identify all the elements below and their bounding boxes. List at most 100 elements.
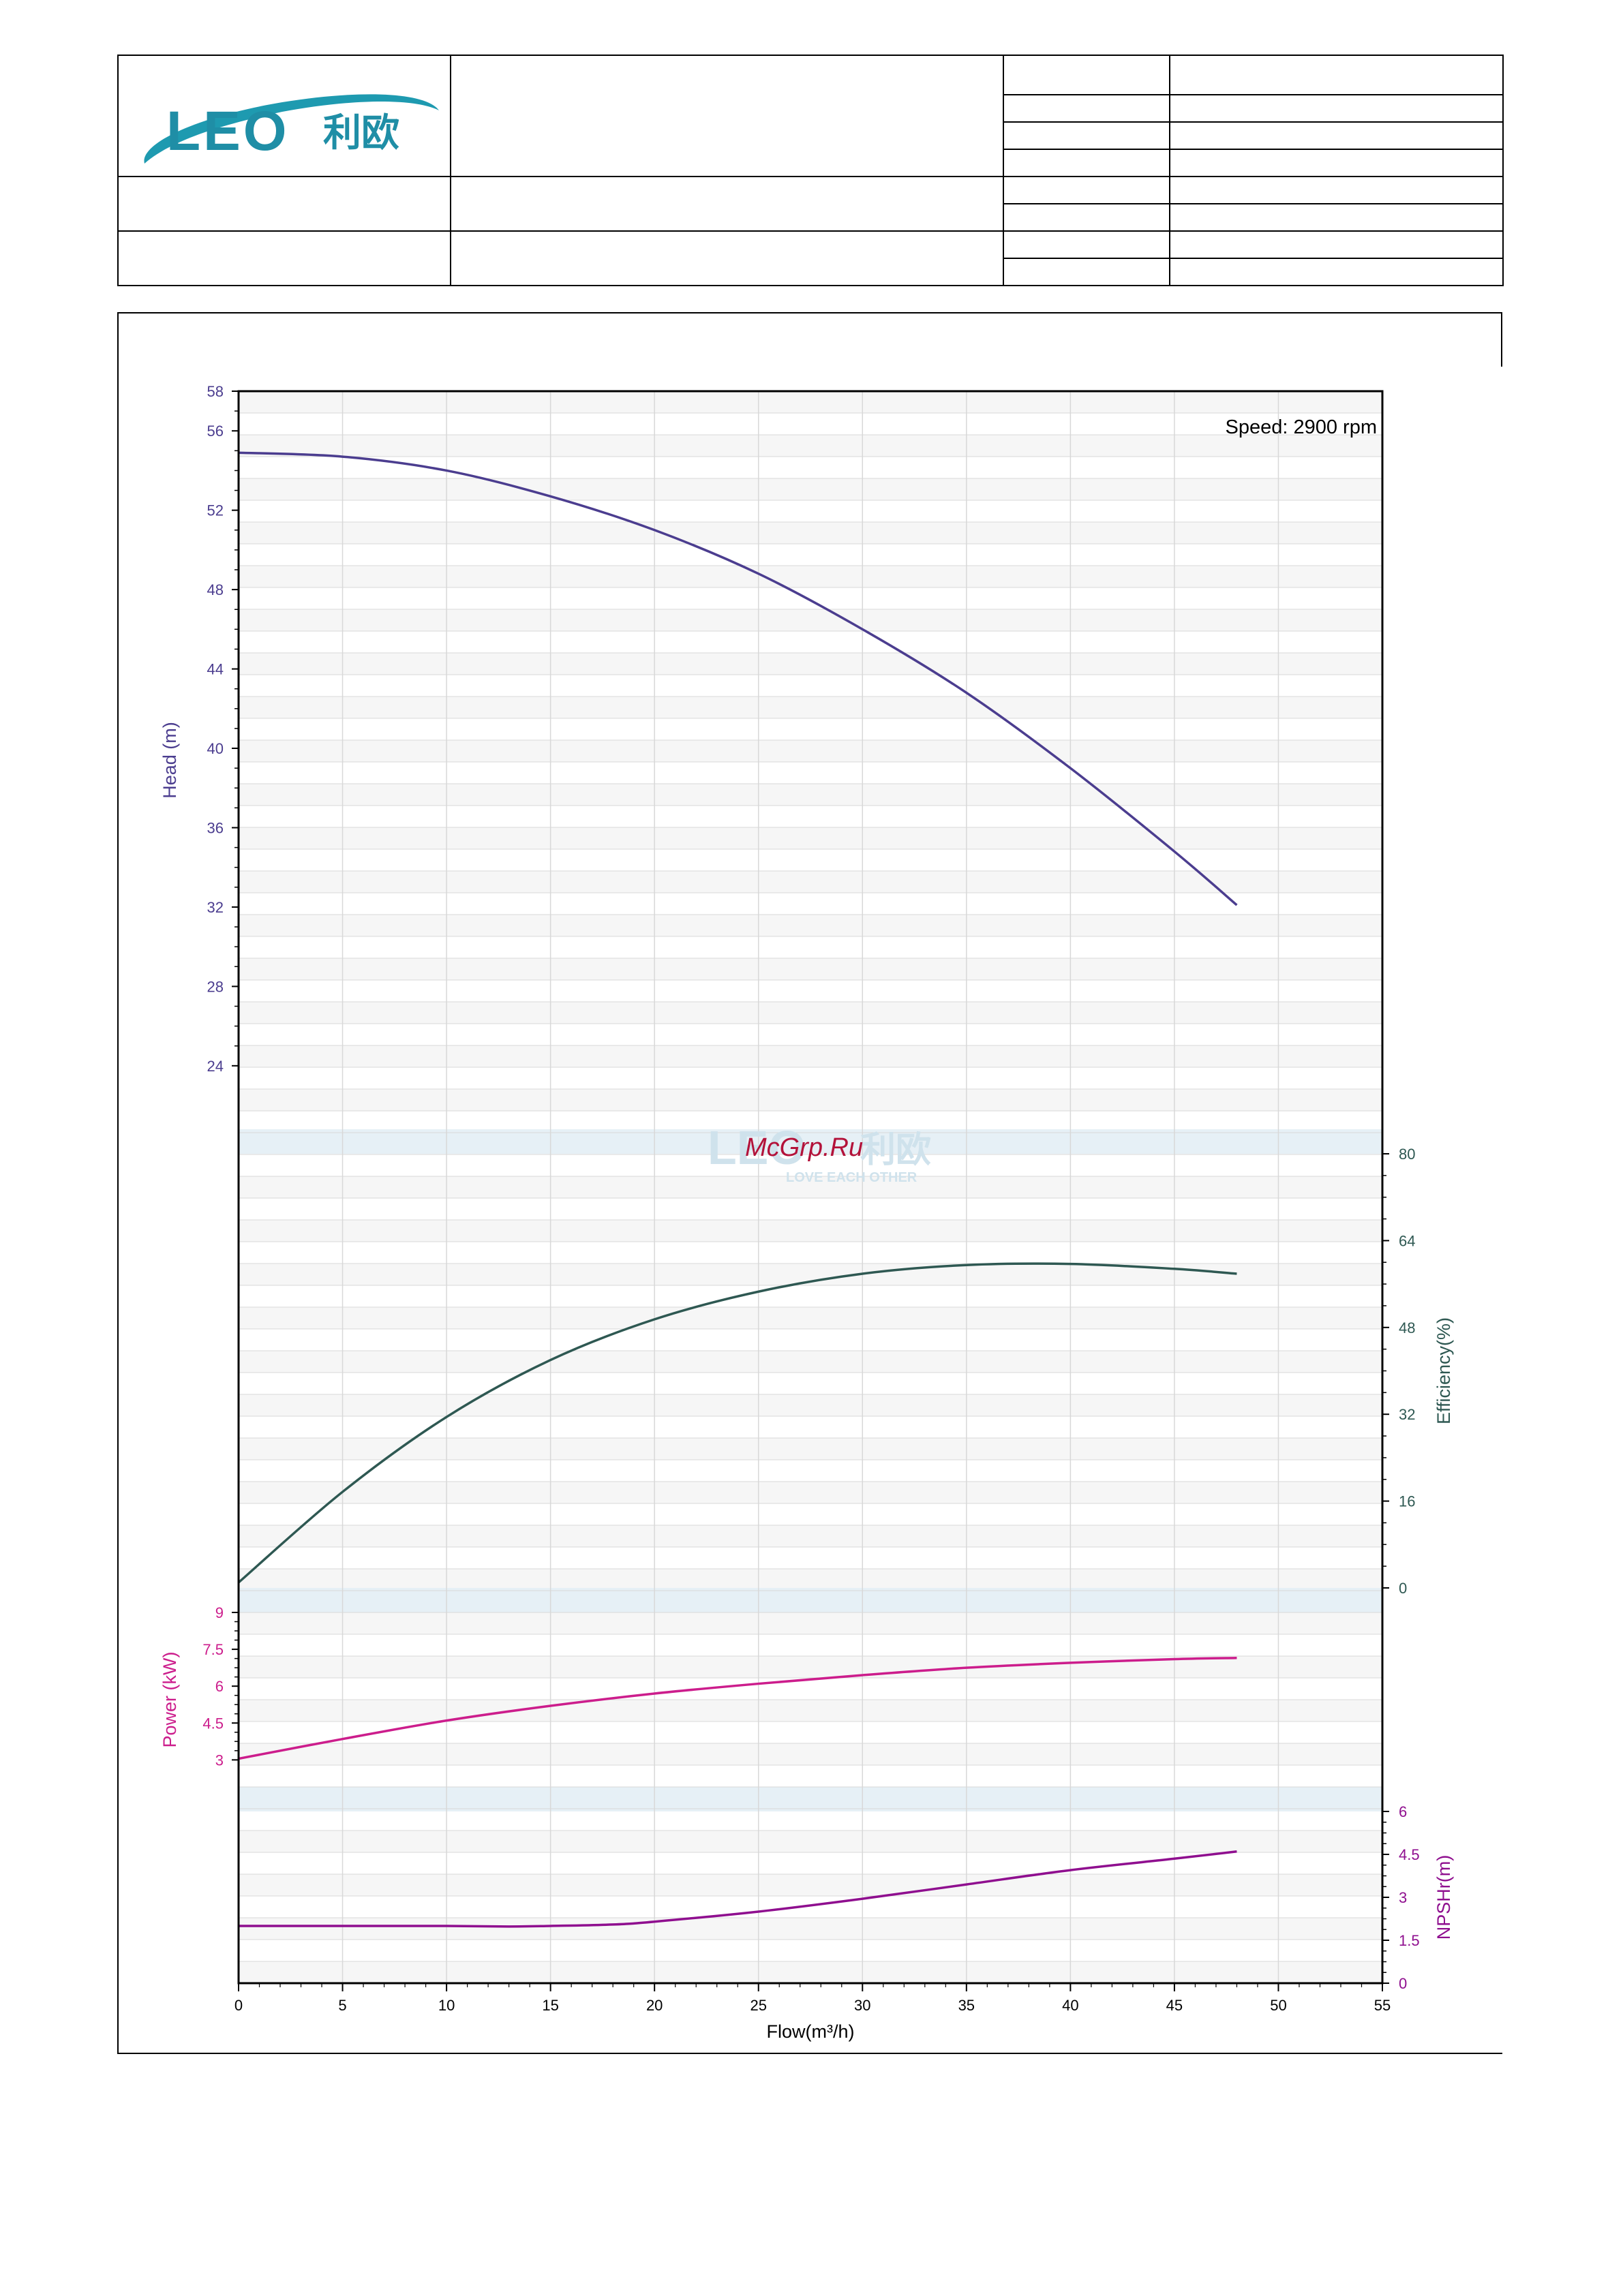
power-kw-curve <box>238 1656 1237 1760</box>
head-m-tick-label: 28 <box>207 978 224 995</box>
x-tick-label: 10 <box>438 1997 455 2014</box>
speed-annotation: Speed: 2900 rpm <box>1226 416 1377 438</box>
grid-row-stripe <box>239 1176 1382 1198</box>
efficiency-curve <box>237 1262 1237 1584</box>
chart-frame <box>117 312 1502 2054</box>
efficiency-tick-label: 16 <box>1399 1493 1415 1510</box>
watermark-logo-text: LEO <box>708 1121 806 1174</box>
grid-row-stripe <box>239 566 1382 587</box>
header-cell <box>1169 230 1504 259</box>
header-cell <box>1169 149 1504 177</box>
grid-row-stripe <box>239 1482 1382 1503</box>
x-tick-label: 5 <box>338 1997 346 2014</box>
efficiency-tick-label: 32 <box>1399 1406 1415 1423</box>
grid-row-stripe <box>239 1743 1382 1765</box>
header-cell <box>117 176 451 232</box>
grid-row-stripe <box>239 740 1382 762</box>
npshr-m-tick-label: 3 <box>1399 1889 1407 1906</box>
head-m-axis-title: Head (m) <box>160 722 180 799</box>
logo-swoosh <box>144 94 439 164</box>
watermark-logo-chinese: 利欧 <box>860 1130 931 1171</box>
head-m-tick-label: 52 <box>207 502 224 519</box>
npshr-m-tick-label: 6 <box>1399 1803 1407 1820</box>
chart-frame-right-edge <box>1501 312 1502 367</box>
x-tick-label: 20 <box>646 1997 663 2014</box>
logo-cell: LEO 利欧 <box>117 55 451 177</box>
head-m-curve <box>238 451 1238 906</box>
grid-row-stripe <box>239 697 1382 718</box>
header-cell <box>1169 55 1504 95</box>
grid-row-stripe <box>239 1961 1382 1983</box>
power-kw-tick-label: 9 <box>215 1604 224 1621</box>
efficiency-tick-label: 0 <box>1399 1580 1407 1597</box>
grid-row-stripe <box>239 609 1382 631</box>
header-cell <box>450 230 1004 286</box>
grid-row-stripe <box>239 1831 1382 1852</box>
header-cell <box>117 230 451 286</box>
npshr-m-tick-label: 1.5 <box>1399 1932 1420 1949</box>
x-tick-label: 55 <box>1374 1997 1391 2014</box>
header-cell <box>1003 149 1170 177</box>
grid-row-stripe <box>239 1874 1382 1896</box>
grid-row-stripe <box>239 1307 1382 1329</box>
efficiency-tick-label: 80 <box>1399 1146 1415 1163</box>
power-kw-tick-label: 3 <box>215 1751 224 1769</box>
header-cell <box>1003 258 1170 286</box>
x-tick-label: 0 <box>234 1997 243 2014</box>
footer-edge <box>0 2283 1022 2290</box>
grid-row-stripe <box>239 478 1382 500</box>
x-tick-label: 35 <box>958 1997 975 2014</box>
grid-row-stripe <box>239 1612 1382 1634</box>
x-tick-label: 40 <box>1062 1997 1078 2014</box>
watermark-brand: McGrp.Ru <box>745 1133 863 1162</box>
watermark: LEO 利欧 LOVE EACH OTHER McGrp.Ru <box>708 1121 931 1185</box>
grid-row-stripe <box>239 1002 1382 1024</box>
plot-frame <box>237 390 1384 1985</box>
header-cell <box>1169 258 1504 286</box>
power-kw-axis-title: Power (kW) <box>160 1652 180 1748</box>
grid-row-stripe <box>239 958 1382 980</box>
grid-row-stripe <box>239 653 1382 675</box>
x-tick-label: 30 <box>854 1997 870 2014</box>
grid-row-stripe <box>239 1220 1382 1242</box>
grid-row-stripe <box>239 522 1382 544</box>
header-cell <box>1169 203 1504 232</box>
head-m-tick-label: 48 <box>207 581 224 598</box>
npshr-m-tick-label: 0 <box>1399 1975 1407 1992</box>
x-axis-title: Flow(m³/h) <box>767 2021 855 2042</box>
header-cell <box>1003 55 1170 95</box>
logo-latin: LEO <box>166 100 290 162</box>
grid-row-stripe <box>239 1438 1382 1460</box>
header-cell <box>1169 94 1504 123</box>
grid-row-stripe <box>239 784 1382 806</box>
power-kw-tick-label: 4.5 <box>202 1715 224 1732</box>
chart-series <box>237 451 1238 1928</box>
header-cell <box>1003 203 1170 232</box>
head-m-tick-label: 44 <box>207 661 224 678</box>
chart-background <box>239 391 1382 1983</box>
power-kw-tick-label: 6 <box>215 1678 224 1695</box>
header-cell <box>1003 176 1170 204</box>
grid-row-stripe <box>239 1351 1382 1373</box>
header-table: LEO 利欧 <box>117 55 1504 286</box>
head-m-tick-label: 32 <box>207 899 224 916</box>
header-cell <box>1169 121 1504 150</box>
x-tick-label: 50 <box>1270 1997 1286 2014</box>
section-gap-band <box>239 1129 1382 1154</box>
head-m-tick-label: 40 <box>207 740 224 757</box>
head-m-tick-label: 56 <box>207 423 224 440</box>
x-tick-label: 45 <box>1166 1997 1183 2014</box>
efficiency-axis-title: Efficiency(%) <box>1434 1317 1454 1424</box>
grid-row-stripe <box>239 1045 1382 1067</box>
header-cell <box>1003 230 1170 259</box>
grid-row-stripe <box>239 435 1382 457</box>
npshr-m-curve <box>239 1850 1237 1928</box>
grid-row-stripe <box>239 827 1382 849</box>
head-m-tick-label: 24 <box>207 1058 224 1075</box>
head-m-tick-label: 58 <box>207 383 224 400</box>
npshr-m-axis-title: NPSHr(m) <box>1434 1855 1454 1940</box>
grid-row-stripe <box>239 1700 1382 1721</box>
pump-curve-chart: LEO 利欧 LOVE EACH OTHER McGrp.Ru 24283236… <box>160 383 1454 2042</box>
grid-row-stripe <box>239 915 1382 936</box>
